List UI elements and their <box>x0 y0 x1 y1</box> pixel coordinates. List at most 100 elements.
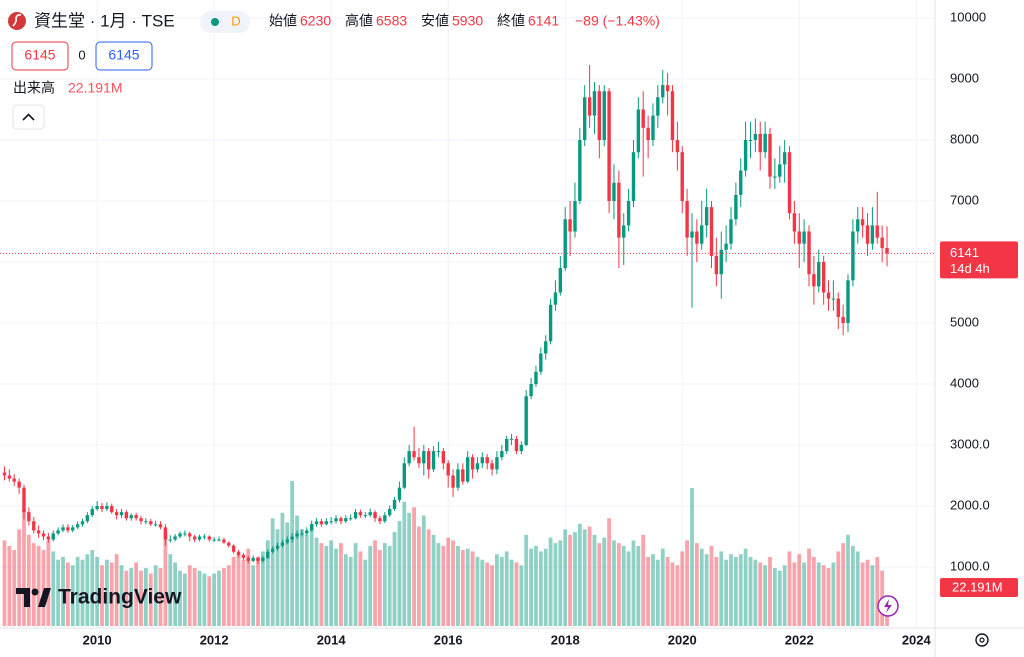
volume-bar <box>192 568 197 626</box>
candle-body <box>860 219 865 226</box>
settings-button[interactable] <box>975 633 989 647</box>
volume-bar <box>22 508 26 626</box>
candle-body <box>544 341 548 354</box>
status-pill[interactable] <box>200 11 250 33</box>
volume-bar <box>46 540 51 626</box>
buy-price: 6145 <box>108 47 139 63</box>
candle-body <box>846 280 850 323</box>
volume-bar <box>251 565 256 626</box>
watermark-icon <box>16 588 30 607</box>
candle-body <box>568 219 572 232</box>
candle-body <box>870 225 875 244</box>
candle-body <box>812 274 816 287</box>
volume-bar <box>397 521 402 626</box>
volume-bar <box>339 543 343 626</box>
volume-bar <box>363 559 368 626</box>
volume-bar <box>855 551 860 626</box>
volume-bar <box>490 565 494 626</box>
volume-bar <box>100 565 104 626</box>
candle-body <box>709 207 714 256</box>
volume-bar <box>153 565 158 626</box>
candle-body <box>553 292 558 305</box>
candle-body <box>197 536 202 540</box>
x-tick-label: 2010 <box>83 632 112 647</box>
candle-body <box>407 451 411 464</box>
sell-button[interactable] <box>11 41 69 71</box>
y-tick-label: 5000 <box>950 314 979 329</box>
candle-body <box>392 499 397 510</box>
volume-bar <box>563 529 568 626</box>
candle-body <box>212 539 216 541</box>
volume-legend-value: 22.191M <box>68 80 122 96</box>
candle-body <box>119 512 124 516</box>
volume-bar <box>260 551 265 626</box>
candle-body <box>222 539 226 543</box>
volume-bar <box>275 529 280 626</box>
candle-body <box>7 475 12 479</box>
candle-body <box>329 521 333 523</box>
volume-bar <box>95 556 100 626</box>
candle-body <box>831 298 836 300</box>
volume-bar <box>504 551 509 626</box>
candle-body <box>773 176 777 178</box>
symbol-title[interactable]: 資生堂 · 1月 · TSE <box>34 11 175 30</box>
volume-bar <box>480 559 485 626</box>
candle-body <box>231 545 236 552</box>
last-volume-label: 22.191M <box>952 579 1003 594</box>
candle-body <box>373 512 377 519</box>
volume-bar <box>109 562 114 626</box>
volume-bar <box>304 534 309 626</box>
volume-bar <box>51 551 56 626</box>
candle-body <box>139 518 143 522</box>
y-tick-label: 3000.0 <box>950 436 990 451</box>
y-tick-label: 4000 <box>950 375 979 390</box>
candle-body <box>71 527 75 531</box>
volume-bar <box>309 523 314 626</box>
candle-body <box>617 182 621 238</box>
candle-body <box>153 524 158 526</box>
volume-bar <box>602 537 607 626</box>
candle-body <box>704 207 709 226</box>
candle-body <box>880 237 884 248</box>
candle-body <box>578 139 582 201</box>
candle-body <box>470 457 475 470</box>
candle-body <box>192 536 197 540</box>
collapse-button[interactable] <box>12 104 45 130</box>
candle-body <box>251 557 255 561</box>
volume-bar <box>65 562 70 626</box>
buy-button[interactable] <box>95 41 153 71</box>
ohlc-label: 終値 <box>497 13 525 29</box>
candle-body <box>729 219 733 244</box>
candle-body <box>85 515 90 522</box>
volume-bar <box>246 548 251 626</box>
symbol-logo-mark <box>12 14 22 27</box>
candle-body <box>856 219 860 232</box>
symbol-logo <box>8 12 26 30</box>
volume-bar <box>256 556 260 626</box>
volume-bar <box>787 551 792 626</box>
candle-body <box>305 530 309 534</box>
candle-body <box>817 261 821 287</box>
x-tick-label: 2012 <box>200 632 229 647</box>
candle-body <box>334 518 338 522</box>
volume-bar <box>426 529 431 626</box>
candle-body <box>295 533 299 537</box>
candle-body <box>475 463 480 470</box>
x-tick-label: 2020 <box>668 632 697 647</box>
candle-body <box>422 451 426 464</box>
market-status-dot <box>211 18 219 26</box>
candle-body <box>168 539 172 541</box>
volume-bar <box>329 540 334 626</box>
candle-body <box>743 139 748 171</box>
volume-bar <box>524 534 529 626</box>
volume-bar <box>280 512 285 626</box>
candle-body <box>417 457 421 464</box>
volume-bar <box>421 515 426 626</box>
volume-bar <box>714 556 719 626</box>
candle-body <box>314 521 319 525</box>
candle-body <box>500 451 504 458</box>
volume-bar <box>41 550 46 626</box>
volume-bar <box>553 543 558 626</box>
volume-bar <box>7 545 12 626</box>
volume-bar <box>802 562 807 626</box>
